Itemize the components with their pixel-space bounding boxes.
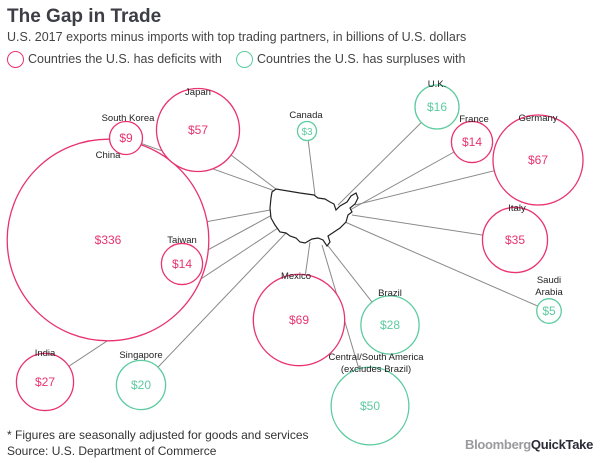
- bubble-mexico: [252, 273, 346, 367]
- connector-line-singapore: [140, 232, 287, 386]
- value-label-france: $14: [462, 135, 482, 149]
- bubble-singapore: [115, 359, 167, 411]
- logo-part2: QuickTake: [530, 437, 593, 452]
- value-label-saudi-arabia: $5: [542, 304, 556, 318]
- bubble-saudi-arabia: [536, 298, 562, 324]
- bubble-taiwan: [160, 242, 204, 286]
- country-label-taiwan: Taiwan: [167, 235, 197, 246]
- value-label-canada: $3: [301, 127, 313, 138]
- country-label-india: India: [35, 348, 56, 359]
- country-label-central-south-america-excludes-brazil: Central/South America: [328, 352, 424, 363]
- connector-line-france: [349, 141, 473, 211]
- deficit-swatch-icon: [7, 50, 24, 68]
- legend-deficit: Countries the U.S. has deficits with: [7, 48, 222, 70]
- country-label-japan: Japan: [185, 87, 211, 98]
- value-label-brazil: $28: [380, 318, 400, 332]
- value-label-india: $27: [35, 375, 55, 389]
- value-label-japan: $57: [188, 123, 208, 137]
- bubble-brazil: [360, 295, 420, 355]
- value-label-china: $336: [95, 233, 122, 247]
- bubble-central-south-america-excludes-brazil: [330, 366, 410, 446]
- country-label-china: China: [96, 150, 122, 161]
- bubble-germany: [492, 114, 584, 206]
- country-label-saudi-arabia: Saudi: [537, 275, 561, 286]
- surplus-swatch-icon: [236, 50, 253, 68]
- value-label-singapore: $20: [131, 378, 151, 392]
- bubble-italy: [481, 206, 549, 274]
- bubble-japan: [155, 87, 241, 173]
- country-label-germany: Germany: [518, 113, 557, 124]
- legend-deficit-label: Countries the U.S. has deficits with: [28, 52, 222, 66]
- chart-subtitle: U.S. 2017 exports minus imports with top…: [7, 30, 467, 44]
- value-label-taiwan: $14: [172, 257, 192, 271]
- connector-line-saudi-arabia: [344, 221, 550, 312]
- logo-part1: Bloomberg: [464, 437, 531, 452]
- country-label-central-south-america-excludes-brazil: (excludes Brazil): [341, 364, 411, 375]
- value-label-central-south-america-excludes-brazil: $50: [360, 399, 380, 413]
- value-label-u-k: $16: [427, 100, 447, 114]
- bubble-india: [15, 352, 75, 412]
- bloomberg-quicktake-logo: BloombergQuickTake: [465, 437, 593, 452]
- us-map: [269, 188, 359, 248]
- value-label-italy: $35: [505, 233, 525, 247]
- country-label-france: France: [459, 114, 489, 125]
- country-label-mexico: Mexico: [281, 271, 311, 282]
- country-label-canada: Canada: [289, 110, 323, 121]
- country-label-brazil: Brazil: [378, 288, 402, 299]
- connector-line-canada: [306, 130, 316, 196]
- bubble-canada: [296, 120, 318, 142]
- country-label-saudi-arabia: Arabia: [535, 287, 563, 298]
- chart-title: The Gap in Trade: [7, 6, 162, 27]
- legend-surplus: Countries the U.S. has surpluses with: [236, 48, 465, 70]
- legend-surplus-label: Countries the U.S. has surpluses with: [257, 52, 466, 66]
- country-label-singapore: Singapore: [119, 350, 162, 361]
- value-label-south-korea: $9: [119, 131, 133, 145]
- country-label-u-k: U.K.: [428, 79, 446, 90]
- connector-line-u-k: [337, 106, 438, 206]
- footnote: * Figures are seasonally adjusted for go…: [7, 428, 309, 442]
- bubble-china: [6, 138, 210, 342]
- bubble-u-k: [414, 84, 460, 130]
- value-label-germany: $67: [528, 153, 548, 167]
- bubble-france: [450, 120, 494, 164]
- source: Source: U.S. Department of Commerce: [7, 444, 217, 458]
- country-label-south-korea: South Korea: [102, 113, 156, 124]
- country-label-italy: Italy: [508, 203, 526, 214]
- value-label-mexico: $69: [289, 313, 309, 327]
- bubble-south-korea: [108, 120, 144, 156]
